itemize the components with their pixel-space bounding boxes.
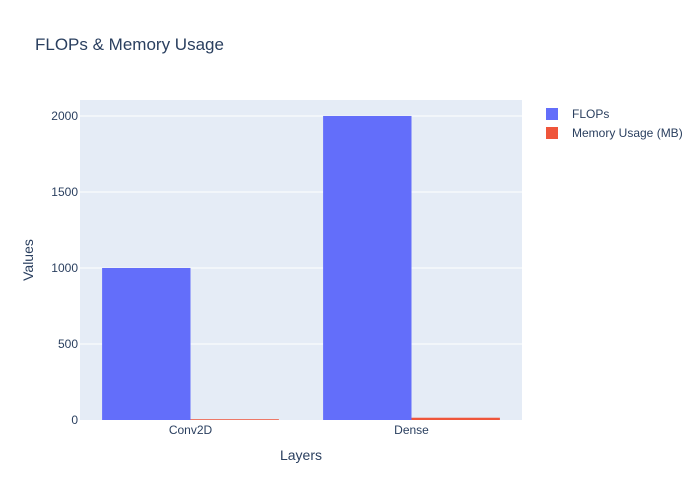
chart-title: FLOPs & Memory Usage	[35, 35, 224, 54]
legend-item[interactable]: Memory Usage (MB)	[546, 126, 683, 140]
y-tick-label: 1000	[51, 261, 78, 275]
legend: FLOPs Memory Usage (MB)	[546, 107, 683, 140]
bar-dense-series-2[interactable]	[411, 417, 500, 420]
y-tick-label: 2000	[51, 109, 78, 123]
y-axis-ticks: 0 500 1000 1500 2000	[51, 109, 78, 427]
y-tick-label: 500	[58, 337, 78, 351]
x-axis-ticks: Conv2D Dense	[169, 423, 429, 437]
x-tick-label: Dense	[394, 423, 429, 437]
legend-label: Memory Usage (MB)	[572, 126, 683, 140]
x-axis-title: Layers	[280, 447, 322, 463]
y-tick-label: 0	[71, 413, 78, 427]
legend-swatch	[546, 108, 558, 120]
legend-label: FLOPs	[572, 107, 609, 121]
legend-item[interactable]: FLOPs	[546, 107, 609, 121]
bar-dense-series-1[interactable]	[323, 115, 412, 420]
bars	[102, 115, 500, 420]
legend-swatch	[546, 127, 558, 139]
y-axis-title: Values	[20, 239, 36, 281]
y-tick-label: 1500	[51, 185, 78, 199]
x-tick-label: Conv2D	[169, 423, 213, 437]
bar-conv2d-series-2[interactable]	[190, 419, 279, 420]
bar-conv2d-series-1[interactable]	[102, 267, 191, 420]
